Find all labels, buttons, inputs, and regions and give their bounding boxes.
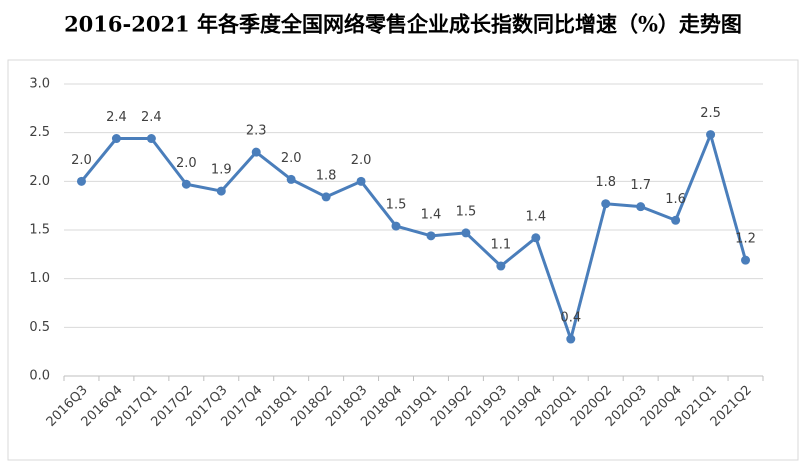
marker — [531, 233, 541, 243]
data-label: 2.5 — [700, 106, 721, 121]
marker — [356, 176, 366, 186]
marker — [566, 334, 576, 344]
marker — [76, 176, 86, 186]
data-label: 2.0 — [351, 153, 372, 168]
y-tick-label: 0.0 — [29, 369, 50, 384]
chart-border — [7, 59, 799, 461]
data-label: 2.4 — [106, 110, 127, 125]
data-label: 2.0 — [281, 151, 302, 166]
marker — [391, 221, 401, 231]
marker — [741, 255, 751, 265]
data-label: 2.4 — [141, 110, 162, 125]
data-label: 1.1 — [491, 238, 512, 253]
data-label: 1.8 — [316, 168, 337, 183]
marker — [146, 134, 156, 144]
marker — [706, 130, 716, 140]
y-tick-label: 0.5 — [29, 320, 50, 335]
data-label: 1.4 — [525, 209, 546, 224]
data-label: 1.4 — [421, 207, 442, 222]
data-label: 2.0 — [71, 153, 92, 168]
y-tick-label: 1.5 — [29, 223, 50, 238]
data-label: 1.5 — [456, 204, 477, 219]
marker — [601, 199, 611, 209]
data-label: 1.2 — [735, 232, 756, 247]
data-label: 2.3 — [246, 124, 267, 139]
marker — [286, 174, 296, 184]
data-label: 0.4 — [560, 311, 581, 326]
marker — [671, 215, 681, 225]
y-tick-label: 2.5 — [29, 125, 50, 140]
y-tick-label: 1.0 — [29, 271, 50, 286]
data-label: 1.8 — [595, 175, 616, 190]
marker — [216, 186, 226, 196]
marker — [181, 179, 191, 189]
marker — [461, 228, 471, 238]
marker — [321, 192, 331, 202]
chart-title: 2016-2021 年各季度全国网络零售企业成长指数同比增速（%）走势图 — [64, 12, 742, 37]
marker — [426, 231, 436, 241]
marker — [111, 134, 121, 144]
marker — [251, 147, 261, 157]
data-label: 2.0 — [176, 156, 197, 171]
data-label: 1.6 — [665, 192, 686, 207]
y-tick-label: 2.0 — [29, 174, 50, 189]
marker — [496, 261, 506, 271]
data-label: 1.5 — [386, 198, 407, 213]
data-label: 1.9 — [211, 163, 232, 178]
data-label: 1.7 — [630, 178, 651, 193]
line — [80, 133, 747, 341]
marker — [636, 202, 646, 212]
y-tick-label: 3.0 — [29, 77, 50, 92]
